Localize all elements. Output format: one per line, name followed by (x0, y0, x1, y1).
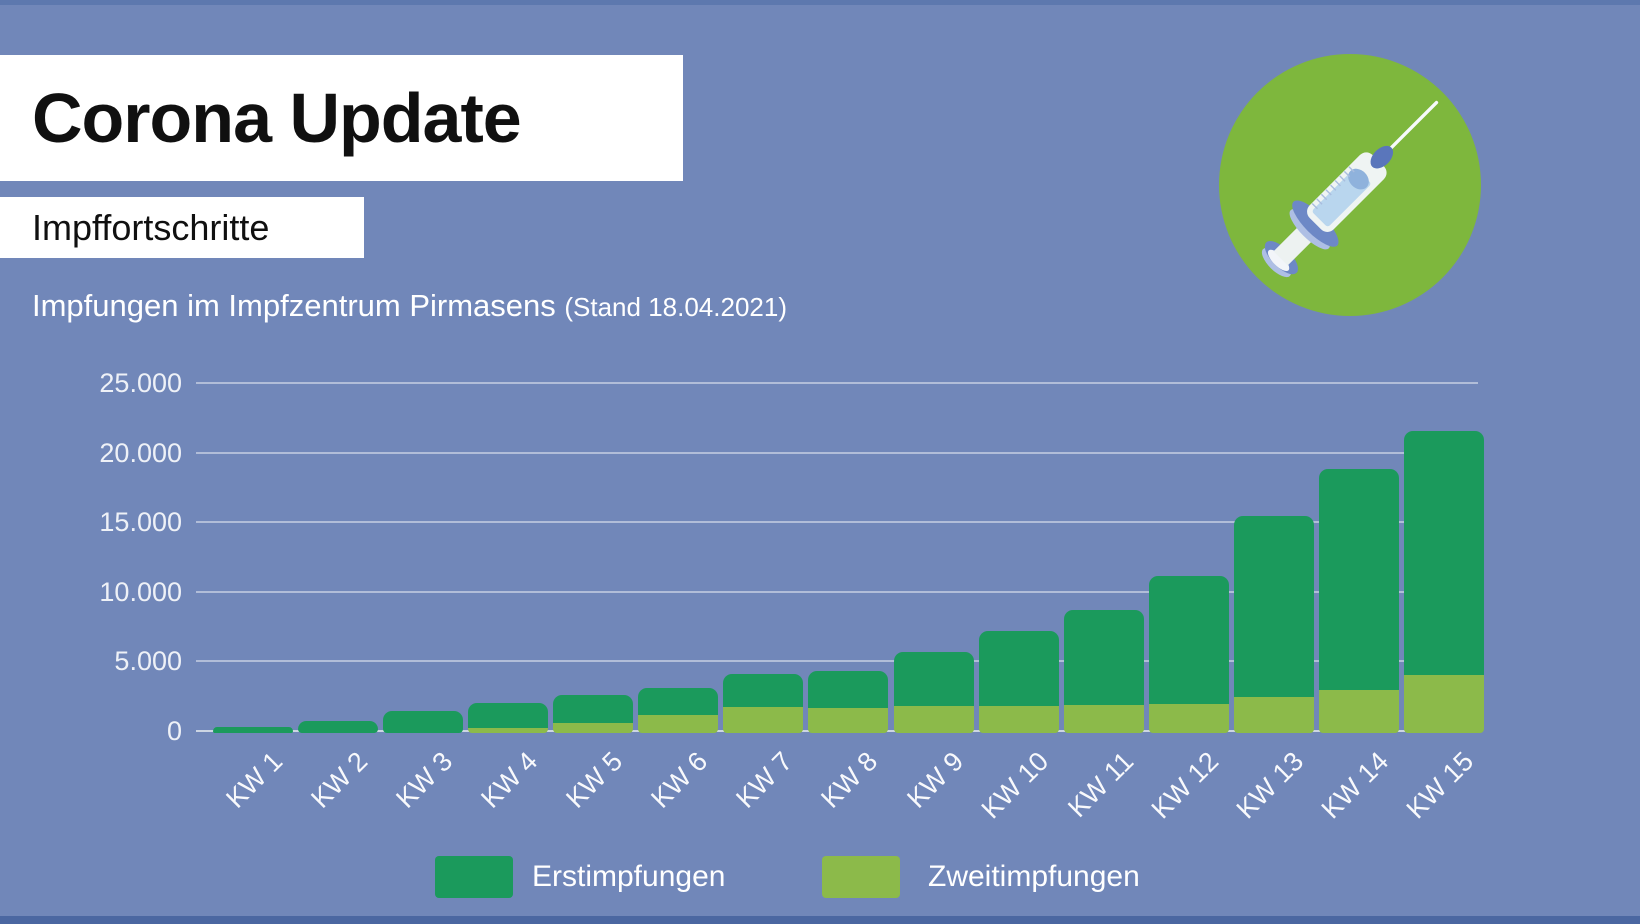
bar-kw5 (553, 695, 634, 733)
gridline (196, 590, 1478, 593)
bar-segment-erstimpfungen (1063, 609, 1144, 706)
bar-segment-zweitimpfungen (978, 705, 1059, 733)
y-tick-label: 10.000 (99, 576, 182, 607)
title-box: Corona Update (0, 55, 683, 181)
y-tick-label: 5.000 (114, 646, 182, 677)
y-tick-label: 25.000 (99, 368, 182, 398)
y-tick-label: 20.000 (99, 437, 182, 468)
chart-title-stand: (Stand 18.04.2021) (564, 292, 787, 322)
bar-segment-zweitimpfungen (1063, 705, 1144, 733)
gridline (196, 521, 1478, 524)
bar-segment-erstimpfungen (468, 703, 549, 729)
bar-segment-zweitimpfungen (1148, 704, 1229, 733)
bar-kw13 (1233, 515, 1314, 733)
bar-kw8 (808, 671, 889, 733)
legend-swatch-zweitimpfungen (822, 856, 900, 898)
syringe-icon (1261, 100, 1439, 278)
bar-kw10 (978, 630, 1059, 733)
bar-segment-erstimpfungen (1233, 515, 1314, 698)
bar-segment-erstimpfungen (383, 710, 464, 733)
bar-segment-erstimpfungen (213, 727, 293, 733)
bar-kw6 (638, 688, 719, 733)
gridline (196, 660, 1478, 663)
subtitle-box: Impffortschritte (0, 197, 364, 258)
legend-swatch-erstimpfungen (435, 856, 513, 898)
bar-segment-zweitimpfungen (1233, 697, 1314, 733)
bar-kw2 (298, 721, 379, 733)
bar-kw4 (468, 703, 549, 733)
bar-kw1 (213, 727, 293, 733)
bar-segment-zweitimpfungen (638, 714, 719, 733)
bar-segment-erstimpfungen (1403, 430, 1484, 675)
bar-segment-erstimpfungen (638, 688, 719, 715)
bar-segment-zweitimpfungen (1318, 689, 1399, 733)
bar-kw9 (893, 651, 974, 733)
bar-segment-zweitimpfungen (553, 722, 634, 733)
bar-segment-erstimpfungen (808, 671, 889, 708)
page-subtitle: Impffortschritte (32, 206, 270, 248)
bar-segment-zweitimpfungen (1403, 674, 1484, 733)
bar-segment-erstimpfungen (893, 651, 974, 706)
bottom-edge-strip (0, 916, 1640, 924)
bar-kw7 (723, 673, 804, 733)
page-title: Corona Update (32, 79, 522, 157)
bar-segment-erstimpfungen (723, 673, 804, 707)
bar-kw3 (383, 710, 464, 733)
bar-segment-erstimpfungen (978, 630, 1059, 706)
top-edge-strip (0, 0, 1640, 5)
bar-kw14 (1318, 469, 1399, 733)
legend-label-zweitimpfungen: Zweitimpfungen (928, 860, 1140, 893)
legend-label-erstimpfungen: Erstimpfungen (532, 860, 726, 893)
bar-segment-zweitimpfungen (893, 705, 974, 733)
y-tick-label: 15.000 (99, 507, 182, 538)
bar-segment-erstimpfungen (553, 695, 634, 723)
syringe-badge (1219, 54, 1481, 316)
bar-segment-erstimpfungen (1148, 575, 1229, 705)
gridline (196, 382, 1478, 384)
bar-segment-erstimpfungen (298, 721, 379, 733)
bar-segment-zweitimpfungen (808, 707, 889, 733)
chart-title: Impfungen im Impfzentrum Pirmasens (Stan… (32, 288, 787, 324)
y-tick-label: 0 (166, 716, 182, 746)
bar-segment-zweitimpfungen (468, 728, 549, 733)
bar-kw11 (1063, 609, 1144, 733)
bar-segment-erstimpfungen (1318, 469, 1399, 690)
chart-title-main: Impfungen im Impfzentrum Pirmasens (32, 288, 556, 323)
bar-kw12 (1148, 575, 1229, 733)
gridline (196, 451, 1478, 454)
bar-kw15 (1403, 430, 1484, 733)
bar-segment-zweitimpfungen (723, 706, 804, 733)
